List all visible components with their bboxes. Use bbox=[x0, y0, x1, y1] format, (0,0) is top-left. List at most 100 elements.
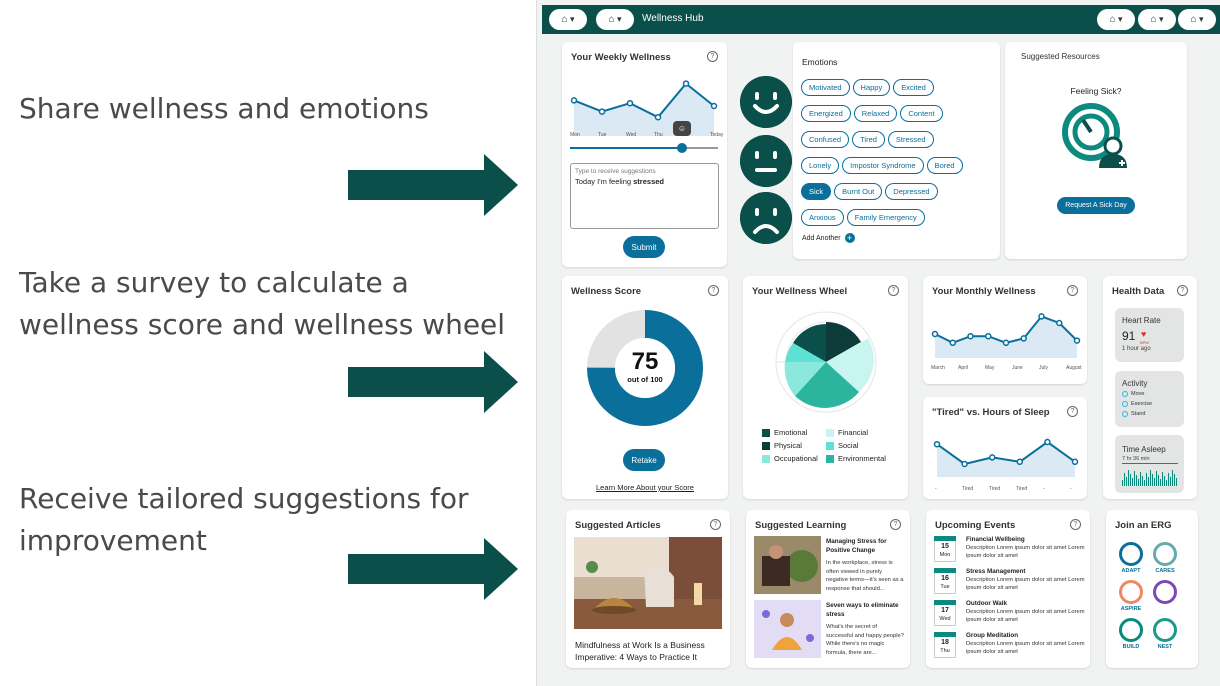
article-title-link[interactable]: Mindfulness at Work Is a Business Impera… bbox=[575, 640, 705, 662]
sleep-bar bbox=[1122, 480, 1123, 486]
activity-item: Exercise bbox=[1122, 401, 1152, 407]
emotion-chip[interactable]: Sick bbox=[801, 183, 832, 200]
mood-slider-handle[interactable] bbox=[677, 143, 687, 153]
add-another-button[interactable]: Add Another + bbox=[802, 233, 855, 243]
meditation-photo[interactable] bbox=[574, 537, 722, 629]
chart-point bbox=[1002, 339, 1010, 347]
home-menu-button[interactable]: ⌂ ▾ bbox=[1178, 9, 1216, 30]
emotion-chip[interactable]: Relaxed bbox=[853, 105, 898, 122]
erg-logo-icon[interactable] bbox=[1153, 618, 1177, 642]
home-menu-button[interactable]: ⌂ ▾ bbox=[1138, 9, 1176, 30]
emotion-chip[interactable]: Depressed bbox=[885, 183, 938, 200]
learn-more-link[interactable]: Learn More About your Score bbox=[596, 483, 694, 492]
home-menu-button[interactable]: ⌂ ▾ bbox=[1097, 9, 1135, 30]
erg-label[interactable]: ADAPT bbox=[1121, 568, 1141, 574]
help-icon[interactable]: ? bbox=[890, 519, 901, 530]
legend-label: Occupational bbox=[774, 454, 818, 463]
help-icon[interactable]: ? bbox=[708, 285, 719, 296]
event-title-link[interactable]: Group Meditation bbox=[966, 632, 1019, 639]
happy-face-icon[interactable] bbox=[740, 76, 792, 128]
sad-face-icon[interactable] bbox=[740, 192, 792, 244]
emotion-chip[interactable]: Impostor Syndrome bbox=[842, 157, 924, 174]
chart-point bbox=[1071, 458, 1079, 466]
legend-swatch bbox=[762, 454, 770, 463]
stress-learning-photo[interactable] bbox=[754, 536, 821, 594]
erg-logo-icon[interactable] bbox=[1119, 580, 1143, 604]
help-icon[interactable]: ? bbox=[1067, 285, 1078, 296]
help-icon[interactable]: ? bbox=[1177, 285, 1188, 296]
time-asleep-tile[interactable]: Time Asleep 7 hr 36 min bbox=[1115, 435, 1184, 493]
meditation-illustration[interactable] bbox=[754, 600, 821, 658]
emotion-chip[interactable]: Energized bbox=[801, 105, 851, 122]
help-icon[interactable]: ? bbox=[710, 519, 721, 530]
sleep-bar bbox=[1148, 477, 1149, 486]
heart-rate-tile[interactable]: Heart Rate 91 ♥ BPM 1 hour ago bbox=[1115, 308, 1184, 362]
emotion-chip[interactable]: Happy bbox=[852, 79, 891, 96]
chart-point bbox=[1016, 458, 1024, 466]
learning-title-link[interactable]: Seven ways to eliminate stress bbox=[826, 602, 899, 618]
x-label: Tired bbox=[962, 486, 974, 492]
emotion-chip[interactable]: Anxious bbox=[801, 209, 844, 226]
suggested-learning-card: Suggested Learning ? Managing Stress for… bbox=[746, 510, 910, 668]
event-title-link[interactable]: Outdoor Walk bbox=[966, 600, 1008, 607]
month-label: April bbox=[958, 365, 969, 371]
event-title-link[interactable]: Stress Management bbox=[966, 568, 1026, 575]
feeling-textarea[interactable]: Type to receive suggestions Today I'm fe… bbox=[570, 163, 719, 229]
help-icon[interactable]: ? bbox=[707, 51, 718, 62]
neutral-face-icon[interactable] bbox=[740, 135, 792, 187]
event-description: Description Lorem ipsum dolor sit amet L… bbox=[966, 641, 1085, 655]
home-menu-button[interactable]: ⌂ ▾ bbox=[549, 9, 587, 30]
month-label: June bbox=[1012, 365, 1023, 371]
emotion-chip[interactable]: Family Emergency bbox=[846, 209, 925, 226]
activity-tile[interactable]: Activity Move Exercise Stand bbox=[1115, 371, 1184, 427]
x-label: - bbox=[935, 486, 937, 492]
calendar-header bbox=[934, 568, 956, 573]
erg-label[interactable]: BUILD bbox=[1122, 644, 1140, 650]
chevron-down-icon: ▾ bbox=[1159, 14, 1164, 24]
caption-suggest-1: Receive tailored suggestions for bbox=[19, 482, 469, 515]
sleep-bar bbox=[1152, 474, 1153, 486]
emotion-chip[interactable]: Bored bbox=[926, 157, 963, 174]
emotion-chip[interactable]: Stressed bbox=[887, 131, 934, 148]
sleep-bar bbox=[1150, 470, 1151, 486]
suggested-resources-card: Suggested Resources Feeling Sick? Reques… bbox=[1005, 42, 1187, 259]
help-icon[interactable]: ? bbox=[888, 285, 899, 296]
legend-item: Environmental bbox=[826, 454, 886, 463]
chart-point bbox=[931, 330, 939, 338]
emotion-chip[interactable]: Excited bbox=[893, 79, 934, 96]
erg-label[interactable]: CARES bbox=[1155, 568, 1175, 574]
legend-item: Emotional bbox=[762, 428, 807, 437]
emotion-chip[interactable]: Motivated bbox=[801, 79, 850, 96]
emotion-chip[interactable]: Confused bbox=[801, 131, 850, 148]
feeling-sick-label: Feeling Sick? bbox=[1070, 86, 1122, 96]
submit-button[interactable]: Submit bbox=[623, 236, 665, 258]
chart-point bbox=[1044, 438, 1051, 446]
erg-logo-icon[interactable] bbox=[1153, 580, 1177, 604]
retake-button[interactable]: Retake bbox=[623, 449, 665, 471]
erg-label[interactable]: NEST bbox=[1157, 644, 1173, 650]
chart-point bbox=[967, 332, 974, 340]
learning-title-link[interactable]: Managing Stress for Positive Change bbox=[826, 538, 887, 554]
emotion-chip[interactable]: Lonely bbox=[801, 157, 840, 174]
help-icon[interactable]: ? bbox=[1067, 406, 1078, 417]
erg-logo-icon[interactable] bbox=[1119, 542, 1143, 566]
erg-label[interactable]: ASPIRE bbox=[1120, 606, 1142, 612]
chevron-down-icon: ▾ bbox=[1118, 14, 1123, 24]
emotion-chip[interactable]: Tired bbox=[852, 131, 885, 148]
sleep-bar bbox=[1176, 478, 1177, 486]
emotion-chip[interactable]: Content bbox=[900, 105, 943, 122]
home-menu-button[interactable]: ⌂ ▾ bbox=[596, 9, 634, 30]
calendar-header bbox=[934, 632, 956, 637]
help-icon[interactable]: ? bbox=[1070, 519, 1081, 530]
request-sick-day-button[interactable]: Request A Sick Day bbox=[1057, 197, 1135, 214]
chart-point bbox=[1038, 313, 1045, 320]
erg-logo-icon[interactable] bbox=[1119, 618, 1143, 642]
erg-logo-icon[interactable] bbox=[1153, 542, 1177, 566]
weekly-line-chart bbox=[570, 80, 718, 136]
emotion-chip[interactable]: Burnt Out bbox=[834, 183, 883, 200]
chart-point bbox=[933, 440, 941, 448]
caption-suggest-2: improvement bbox=[19, 524, 207, 557]
sleep-bar bbox=[1138, 479, 1139, 486]
event-title-link[interactable]: Financial Wellbeing bbox=[966, 536, 1025, 543]
card-title: Your Weekly Wellness bbox=[571, 52, 671, 63]
